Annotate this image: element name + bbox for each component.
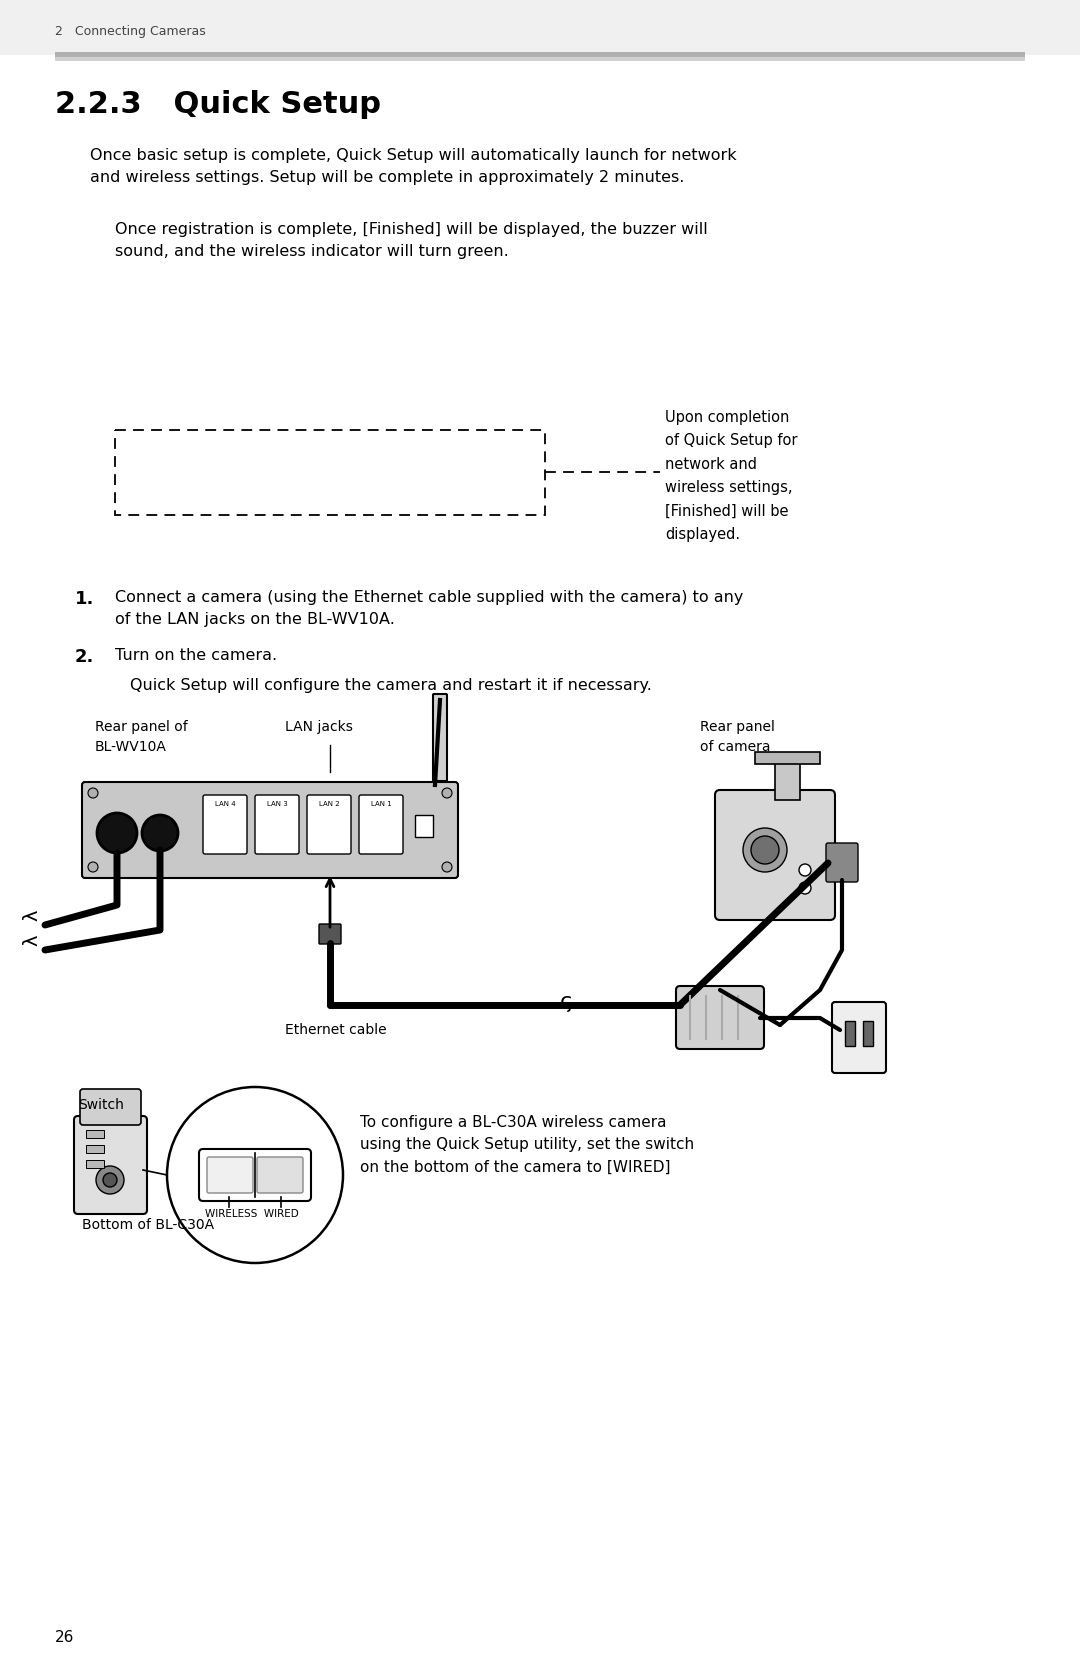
Circle shape [442, 861, 453, 871]
Circle shape [799, 881, 811, 895]
Bar [845, 1021, 855, 1046]
FancyBboxPatch shape [199, 1148, 311, 1202]
Circle shape [103, 1173, 117, 1187]
Circle shape [97, 813, 137, 853]
Text: Rear panel of
BL-WV10A: Rear panel of BL-WV10A [95, 719, 188, 753]
Text: 26: 26 [55, 1631, 75, 1646]
FancyBboxPatch shape [832, 1001, 886, 1073]
Circle shape [96, 1167, 124, 1193]
FancyBboxPatch shape [676, 986, 764, 1050]
Text: Ethernet cable: Ethernet cable [285, 1023, 387, 1036]
FancyBboxPatch shape [307, 794, 351, 855]
Circle shape [743, 828, 787, 871]
Text: Once basic setup is complete, Quick Setup will automatically launch for network
: Once basic setup is complete, Quick Setu… [90, 149, 737, 185]
FancyBboxPatch shape [207, 1157, 253, 1193]
Bar [0, 0, 1080, 55]
Bar [86, 1145, 104, 1153]
FancyBboxPatch shape [203, 794, 247, 855]
Circle shape [141, 814, 178, 851]
FancyBboxPatch shape [433, 694, 447, 781]
FancyBboxPatch shape [826, 843, 858, 881]
Text: Once registration is complete, [Finished] will be displayed, the buzzer will
sou: Once registration is complete, [Finished… [114, 222, 707, 259]
Text: λ: λ [22, 910, 41, 921]
Bar [86, 1160, 104, 1168]
Text: WIRELESS  WIRED: WIRELESS WIRED [205, 1208, 299, 1218]
Bar [415, 814, 433, 836]
Text: 1.: 1. [75, 591, 94, 608]
Bar [863, 1021, 873, 1046]
Text: Connect a camera (using the Ethernet cable supplied with the camera) to any
of t: Connect a camera (using the Ethernet cab… [114, 591, 743, 628]
FancyBboxPatch shape [82, 783, 458, 878]
Bar [86, 1130, 104, 1138]
Circle shape [751, 836, 779, 865]
FancyBboxPatch shape [319, 925, 341, 945]
FancyBboxPatch shape [255, 794, 299, 855]
Bar [755, 753, 820, 764]
Text: λ: λ [22, 935, 41, 946]
FancyBboxPatch shape [257, 1157, 303, 1193]
Circle shape [87, 861, 98, 871]
Text: LAN 1: LAN 1 [370, 801, 391, 808]
Bar [114, 431, 545, 516]
Text: LAN 4: LAN 4 [215, 801, 235, 808]
FancyBboxPatch shape [715, 789, 835, 920]
Circle shape [87, 788, 98, 798]
Text: 2.: 2. [75, 648, 94, 666]
Text: Rear panel
of camera: Rear panel of camera [700, 719, 774, 753]
Text: To configure a BL-C30A wireless camera
using the Quick Setup utility, set the sw: To configure a BL-C30A wireless camera u… [360, 1115, 694, 1175]
Text: Turn on the camera.: Turn on the camera. [114, 648, 278, 663]
Text: LAN 2: LAN 2 [319, 801, 339, 808]
FancyBboxPatch shape [80, 1088, 141, 1125]
Circle shape [799, 865, 811, 876]
Text: 2.2.3   Quick Setup: 2.2.3 Quick Setup [55, 90, 381, 118]
Circle shape [442, 788, 453, 798]
Bar [775, 759, 800, 799]
Bar [55, 57, 1025, 62]
Text: Switch: Switch [78, 1098, 124, 1112]
Text: Upon completion
of Quick Setup for
network and
wireless settings,
[Finished] wil: Upon completion of Quick Setup for netwo… [665, 411, 797, 542]
Text: ς: ς [561, 991, 573, 1011]
Text: LAN 3: LAN 3 [267, 801, 287, 808]
Text: 2   Connecting Cameras: 2 Connecting Cameras [55, 25, 206, 38]
Text: Quick Setup will configure the camera and restart it if necessary.: Quick Setup will configure the camera an… [130, 678, 652, 693]
Text: LAN jacks: LAN jacks [285, 719, 353, 734]
Bar [55, 52, 1025, 60]
FancyBboxPatch shape [359, 794, 403, 855]
Circle shape [167, 1087, 343, 1263]
FancyBboxPatch shape [75, 1117, 147, 1213]
Text: Bottom of BL-C30A: Bottom of BL-C30A [82, 1218, 214, 1232]
